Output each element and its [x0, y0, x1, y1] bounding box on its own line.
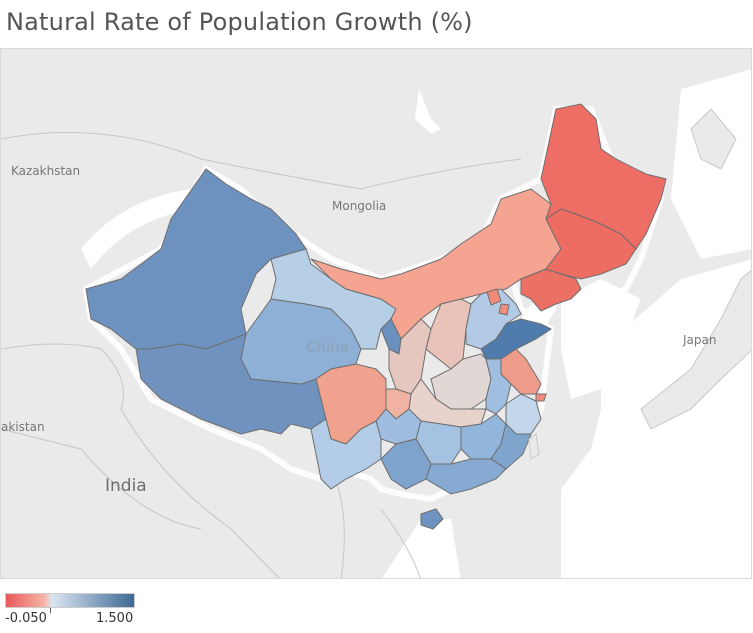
province-tianjin[interactable] [498, 303, 510, 316]
map-canvas[interactable] [1, 49, 752, 579]
map-label-china: China [306, 338, 349, 356]
map-label-india: India [105, 476, 147, 496]
province-shanghai[interactable] [535, 393, 547, 402]
china-provinces [85, 103, 667, 530]
choropleth-map[interactable]: Kazakhstan Mongolia China Japan akistan … [0, 48, 752, 579]
province-heilongjiang[interactable] [540, 103, 667, 250]
province-anhui[interactable] [485, 358, 512, 415]
map-label-pakistan: akistan [1, 420, 45, 434]
taiwan-landmass [528, 433, 540, 460]
south-china-sea [382, 519, 461, 578]
province-hainan[interactable] [420, 508, 444, 530]
map-label-mongolia: Mongolia [332, 199, 387, 213]
page-title: Natural Rate of Population Growth (%) [6, 8, 473, 36]
country-borders [1, 131, 522, 578]
province-guangdong[interactable] [425, 458, 507, 495]
province-fujian[interactable] [490, 423, 532, 470]
color-legend-bar [5, 593, 135, 608]
map-label-japan: Japan [683, 333, 717, 347]
lake-baikal [415, 89, 441, 134]
legend-min-label: -0.050 [5, 611, 47, 626]
legend-zero-tick [50, 608, 51, 613]
province-beijing[interactable] [486, 288, 502, 306]
map-label-kazakhstan: Kazakhstan [11, 164, 81, 178]
japan-landmass [640, 270, 751, 430]
legend-max-label: 1.500 [96, 611, 134, 626]
province-yunnan[interactable] [310, 418, 382, 490]
hokkaido-landmass [690, 108, 737, 170]
